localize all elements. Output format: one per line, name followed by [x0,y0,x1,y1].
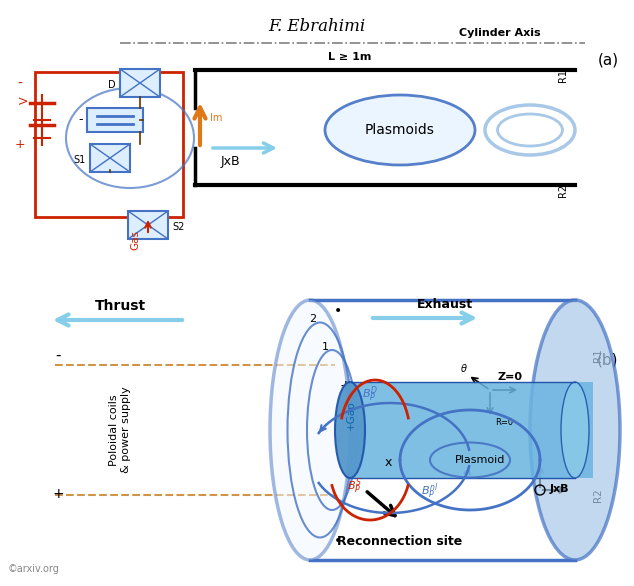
Text: -: - [79,113,83,126]
FancyBboxPatch shape [120,69,160,97]
FancyBboxPatch shape [90,144,130,172]
Ellipse shape [325,95,475,165]
Bar [35,72,183,217]
Text: -: - [18,77,22,91]
Text: D: D [108,80,116,90]
Text: Z=0: Z=0 [498,372,523,382]
Text: Plasmoid: Plasmoid [455,455,505,465]
Text: $B_P^{nl}$: $B_P^{nl}$ [421,482,439,502]
Text: $\theta$: $\theta$ [460,362,468,374]
Text: •: • [334,534,342,548]
Text: Exhaust: Exhaust [417,298,473,311]
Text: (b): (b) [597,353,619,367]
Text: $B_P^S$: $B_P^S$ [347,477,363,496]
Text: +: + [15,138,25,151]
Text: $B_P^D$: $B_P^D$ [362,385,378,404]
Text: -: - [55,348,61,363]
Text: S1: S1 [74,155,86,165]
Text: R1: R1 [593,348,603,362]
Text: (a): (a) [597,53,619,67]
Text: R=0: R=0 [495,418,513,427]
Text: R1: R1 [558,69,568,82]
Text: R2: R2 [558,184,568,197]
Text: Cylinder Axis: Cylinder Axis [459,28,541,38]
Text: JxB: JxB [220,155,240,168]
Text: +Gap: +Gap [346,400,356,430]
Text: +: + [339,379,351,393]
Text: Poloidal coils
& power supply: Poloidal coils & power supply [109,387,131,473]
Text: 1: 1 [321,342,328,352]
Ellipse shape [530,300,620,560]
Text: Im: Im [210,113,223,123]
Polygon shape [350,382,593,478]
Text: ©arxiv.org: ©arxiv.org [8,564,60,574]
Text: S2: S2 [172,222,184,232]
Text: JxB: JxB [550,484,569,494]
FancyBboxPatch shape [128,211,168,239]
Ellipse shape [498,114,562,146]
Text: Reconnection site: Reconnection site [337,535,463,548]
Ellipse shape [270,300,350,560]
Text: F. Ebrahimi: F. Ebrahimi [268,18,366,35]
Text: R2: R2 [593,488,603,502]
Text: 2: 2 [309,314,316,324]
Text: +: + [52,487,64,501]
Text: •: • [334,304,342,318]
Text: Thrust: Thrust [94,299,146,313]
Text: Plasmoids: Plasmoids [365,123,435,137]
Text: x: x [384,455,392,468]
Ellipse shape [561,382,589,478]
Text: Gas: Gas [130,230,140,250]
Ellipse shape [335,382,365,478]
Text: L ≥ 1m: L ≥ 1m [328,52,372,62]
Text: V: V [20,96,30,104]
FancyBboxPatch shape [87,108,143,132]
